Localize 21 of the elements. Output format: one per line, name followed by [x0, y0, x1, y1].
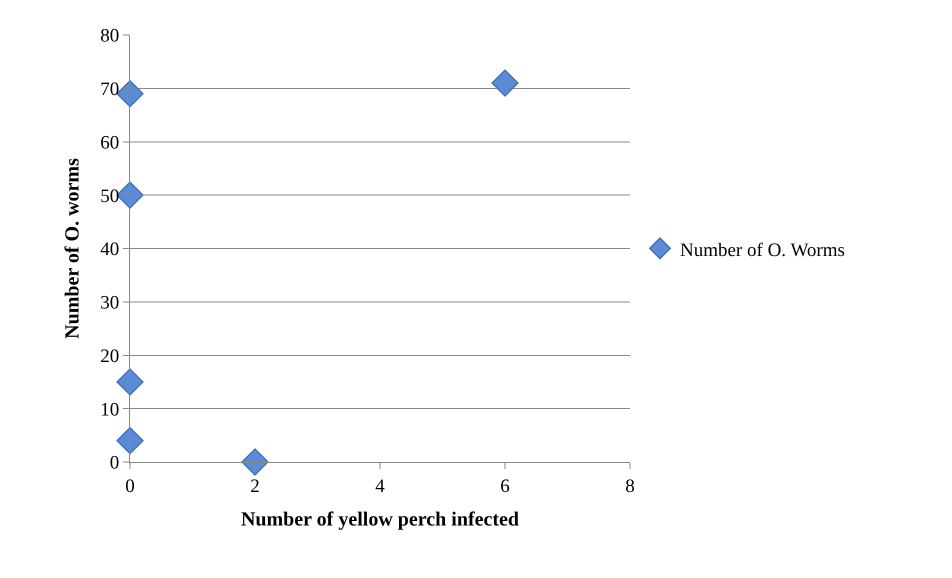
- point: [491, 69, 519, 97]
- x-tick-label: 0: [125, 476, 135, 497]
- x-tick-label: 4: [375, 476, 386, 497]
- x-tick-label: 6: [500, 476, 510, 497]
- y-tick-label: 50: [100, 186, 120, 207]
- x-tick-label: 8: [625, 476, 635, 497]
- legend-label: Number of O. Worms: [680, 240, 845, 261]
- point: [241, 448, 269, 476]
- y-axis-title: Number of O. worms: [62, 158, 84, 339]
- x-axis-title: Number of yellow perch infected: [240, 508, 520, 530]
- point: [116, 368, 144, 396]
- y-tick-label: 80: [100, 26, 120, 47]
- y-tick-label: 70: [100, 79, 120, 100]
- y-tick-label: 10: [100, 399, 120, 420]
- y-tick-label: 0: [110, 452, 120, 474]
- point: [116, 427, 144, 454]
- y-tick-label: 30: [100, 292, 120, 314]
- y-tick-label: 20: [100, 346, 120, 367]
- x-tick-label: 2: [250, 476, 260, 497]
- y-tick-label: 60: [100, 132, 120, 154]
- y-tick-label: 40: [100, 239, 120, 260]
